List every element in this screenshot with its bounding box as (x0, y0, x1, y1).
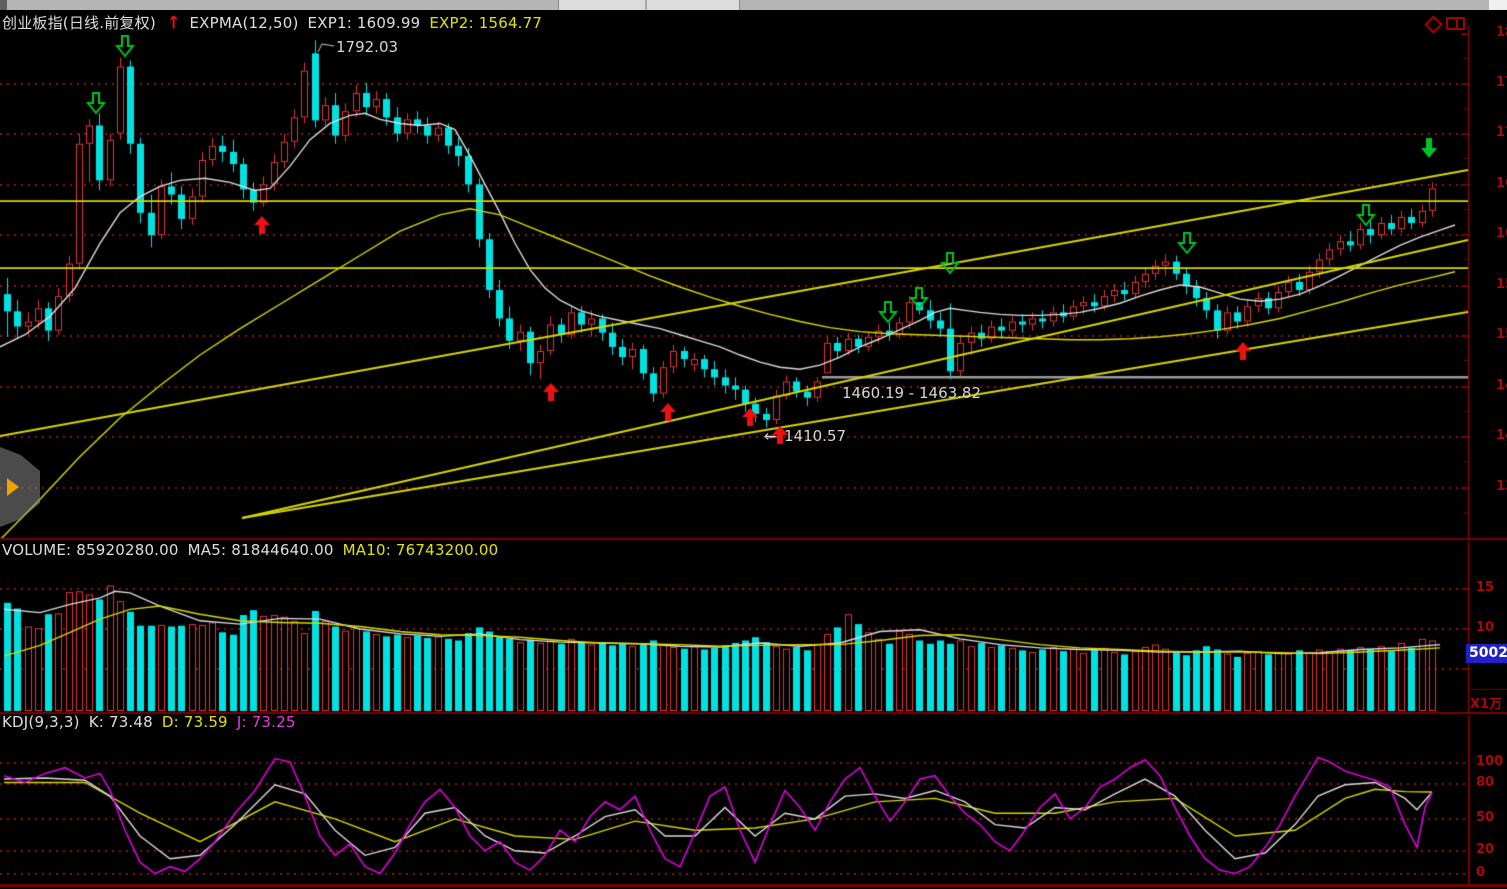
price-axis-label: 1800 (1496, 25, 1507, 40)
exp1-value: EXP1: 1609.99 (307, 14, 421, 32)
gap-range-annotation: 1460.19 - 1463.82 (842, 384, 982, 402)
kdj-k-value: K: 73.48 (88, 713, 153, 731)
low-leader-arrow: ← (764, 427, 777, 445)
top-scrollbar-thumb[interactable] (558, 0, 740, 10)
peak-price-annotation: 1792.03 (336, 38, 399, 56)
volume-axis-label: 10 (1476, 620, 1495, 635)
kdj-name: KDJ(9,3,3) (2, 713, 80, 731)
indicator-name: EXPMA(12,50) (189, 14, 299, 32)
price-axis-label: 1400 (1496, 428, 1507, 443)
kdj-header: KDJ(9,3,3) K: 73.48 D: 73.59 J: 73.25 (2, 713, 305, 731)
volume-header: VOLUME: 85920280.00 MA5: 81844640.00 MA10:… (2, 541, 507, 559)
red-up-arrow-icon: ↑ (166, 12, 181, 33)
kdj-axis-label: 50 (1476, 810, 1495, 825)
kdj-axis-label: 80 (1476, 775, 1495, 790)
title-bar: 创业板指(日线.前复权) ↑ EXPMA(12,50) EXP1: 1609.99 EX… (2, 12, 551, 33)
volume-cursor-readout: 5002 (1466, 644, 1507, 663)
top-scrollbar-left-notch (0, 0, 7, 10)
low-price-annotation: 1410.57 (784, 427, 847, 445)
top-scrollbar-thumb-divider (645, 0, 647, 10)
top-scrollbar-track[interactable] (0, 0, 1507, 10)
price-axis-label: 1750 (1496, 75, 1507, 90)
kdj-axis-label: 20 (1476, 842, 1495, 857)
price-axis-label: 1550 (1496, 277, 1507, 292)
kdj-axis-label: 0 (1476, 865, 1486, 880)
exp2-value: EXP2: 1564.77 (429, 14, 543, 32)
volume-axis-label: 15 (1476, 580, 1495, 595)
split-squares-icon (1446, 17, 1465, 30)
kdj-axis-label: 100 (1476, 754, 1504, 769)
kdj-j-value: J: 73.25 (236, 713, 296, 731)
volume-value: VOLUME: 85920280.00 (2, 541, 179, 559)
top-scrollbar-right-cap[interactable] (1489, 0, 1507, 10)
volume-unit-label: X1万 (1470, 697, 1503, 712)
instrument-title: 创业板指(日线.前复权) (2, 14, 156, 32)
volume-ma5-value: MA5: 81844640.00 (187, 541, 334, 559)
price-axis-label: 1450 (1496, 378, 1507, 393)
flyout-expand-icon (7, 478, 19, 496)
kdj-d-value: D: 73.59 (161, 713, 228, 731)
volume-ma10-value: MA10: 76743200.00 (342, 541, 499, 559)
price-axis-label: 1500 (1496, 327, 1507, 342)
price-axis-label: 1600 (1496, 226, 1507, 241)
price-axis-label: 1350 (1496, 479, 1507, 494)
price-axis-label: 1700 (1496, 125, 1507, 140)
price-axis-label: 1650 (1496, 176, 1507, 191)
